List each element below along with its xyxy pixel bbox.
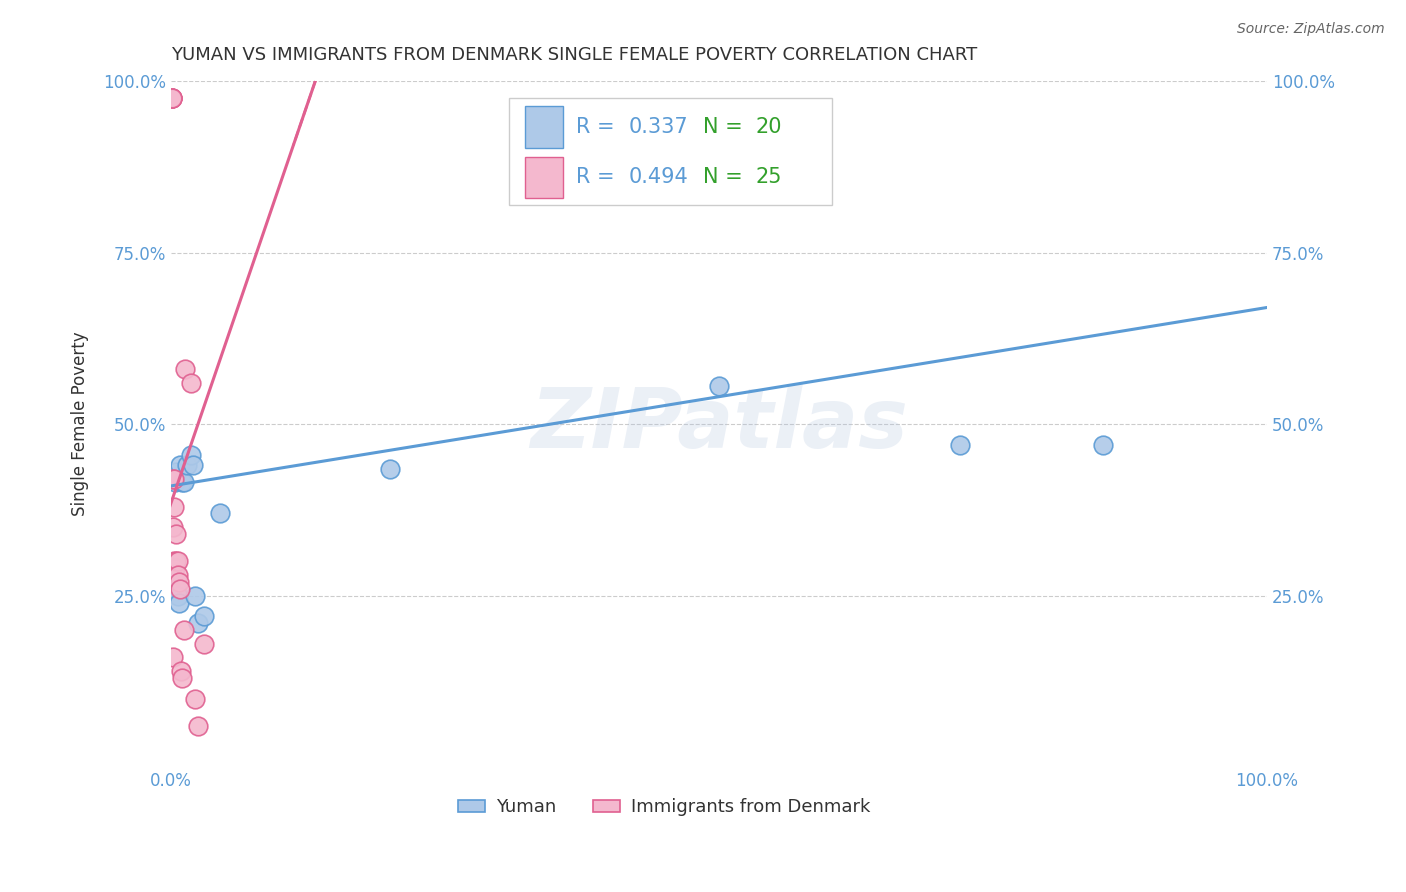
Point — [166, 465, 188, 479]
Point — [166, 554, 188, 568]
Point — [170, 475, 193, 490]
Point — [166, 574, 188, 589]
Point — [160, 91, 183, 105]
Point — [166, 527, 188, 541]
Point — [949, 438, 972, 452]
Point — [1091, 438, 1114, 452]
Point — [170, 664, 193, 678]
Point — [707, 379, 730, 393]
Point — [166, 568, 188, 582]
Text: N =: N = — [703, 167, 749, 187]
Point — [160, 91, 183, 105]
Text: 25: 25 — [755, 167, 782, 187]
FancyBboxPatch shape — [524, 156, 564, 198]
Text: 0.494: 0.494 — [628, 167, 689, 187]
Point — [176, 458, 198, 473]
FancyBboxPatch shape — [509, 98, 832, 204]
Text: ZIPatlas: ZIPatlas — [530, 384, 908, 465]
Point — [160, 91, 183, 105]
Point — [187, 719, 209, 733]
Point — [173, 623, 195, 637]
Point — [166, 589, 188, 603]
Point — [166, 582, 188, 596]
Y-axis label: Single Female Poverty: Single Female Poverty — [72, 332, 89, 516]
Point — [169, 458, 191, 473]
FancyBboxPatch shape — [524, 106, 564, 147]
Point — [165, 475, 187, 490]
Point — [184, 691, 207, 706]
Text: 0.337: 0.337 — [628, 117, 689, 137]
Point — [173, 475, 195, 490]
Text: N =: N = — [703, 117, 749, 137]
Point — [167, 596, 190, 610]
Point — [184, 589, 207, 603]
Point — [209, 507, 232, 521]
Point — [193, 609, 215, 624]
Point — [170, 671, 193, 685]
Point — [174, 362, 197, 376]
Text: R =: R = — [576, 167, 621, 187]
Point — [163, 500, 186, 514]
Point — [166, 554, 188, 568]
Point — [163, 554, 186, 568]
Point — [181, 458, 204, 473]
Text: Source: ZipAtlas.com: Source: ZipAtlas.com — [1237, 22, 1385, 37]
Text: 20: 20 — [755, 117, 782, 137]
Point — [180, 376, 202, 390]
Point — [193, 637, 215, 651]
Point — [162, 650, 184, 665]
Point — [163, 472, 186, 486]
Point — [169, 582, 191, 596]
Point — [165, 561, 187, 575]
Legend: Yuman, Immigrants from Denmark: Yuman, Immigrants from Denmark — [451, 791, 877, 823]
Point — [160, 91, 183, 105]
Text: R =: R = — [576, 117, 621, 137]
Point — [180, 448, 202, 462]
Point — [162, 472, 184, 486]
Point — [187, 616, 209, 631]
Point — [162, 520, 184, 534]
Point — [380, 462, 402, 476]
Point — [167, 574, 190, 589]
Text: YUMAN VS IMMIGRANTS FROM DENMARK SINGLE FEMALE POVERTY CORRELATION CHART: YUMAN VS IMMIGRANTS FROM DENMARK SINGLE … — [172, 46, 977, 64]
